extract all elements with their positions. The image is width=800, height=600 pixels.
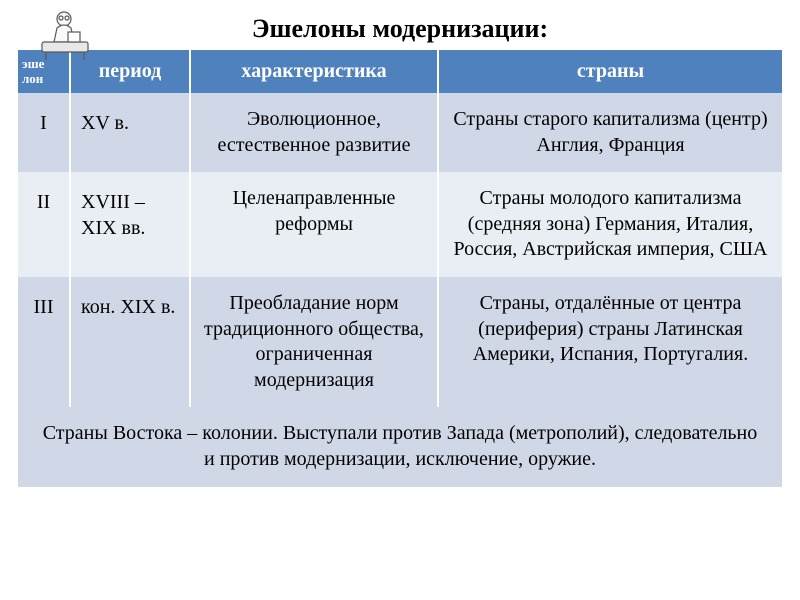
cell-countries: Страны, отдалённые от центра (периферия)… [438,277,782,407]
corner-illustration [34,6,98,62]
col-header-countries: страны [438,50,782,93]
cell-characteristic: Целенаправленные реформы [190,172,438,277]
slide-title: Эшелоны модернизации: [18,14,782,44]
cell-rn: III [18,277,70,407]
slide: Эшелоны модернизации: эше лон период хар… [0,0,800,600]
cell-period: XVIII – ХIХ вв. [70,172,190,277]
cell-rn: I [18,93,70,172]
table-row: I XV в. Эволюционное, естественное разви… [18,93,782,172]
footer-cell: Страны Востока – колонии. Выступали прот… [18,407,782,486]
cell-rn: II [18,172,70,277]
table-row: III кон. ХIХ в. Преобладание норм традиц… [18,277,782,407]
table-header-row: эше лон период характеристика страны [18,50,782,93]
echelons-table: эше лон период характеристика страны I X… [18,50,782,487]
cell-countries: Страны старого капитализма (центр) Англи… [438,93,782,172]
table-row: II XVIII – ХIХ вв. Целенаправленные рефо… [18,172,782,277]
cell-period: кон. ХIХ в. [70,277,190,407]
cell-countries: Страны молодого капитализма (средняя зон… [438,172,782,277]
cell-characteristic: Преобладание норм традиционного общества… [190,277,438,407]
cell-period: XV в. [70,93,190,172]
table-footer-row: Страны Востока – колонии. Выступали прот… [18,407,782,486]
col-header-echelon-l2: лон [22,71,43,86]
col-header-characteristic: характеристика [190,50,438,93]
cell-characteristic: Эволюционное, естественное развитие [190,93,438,172]
